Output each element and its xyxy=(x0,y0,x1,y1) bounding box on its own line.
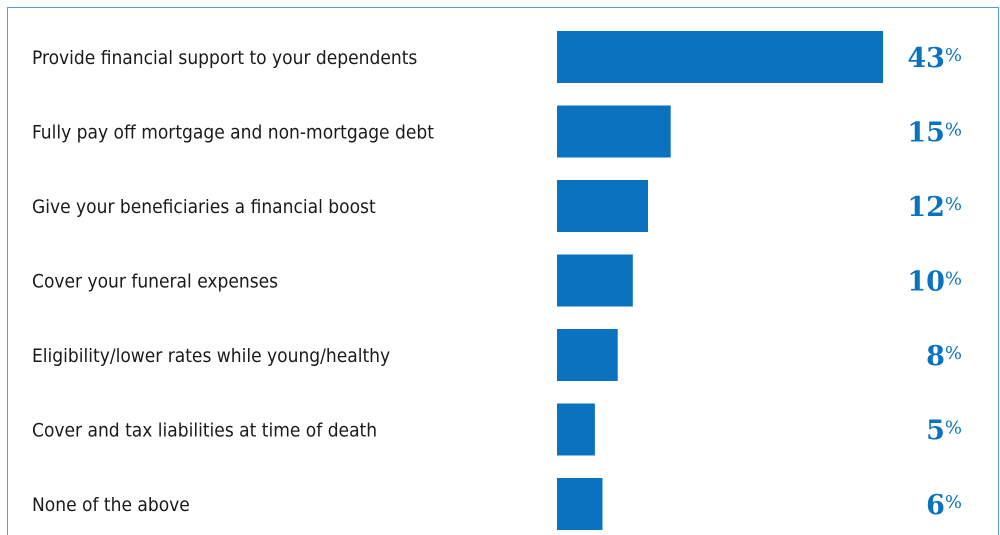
value-number: 5 xyxy=(926,416,945,447)
bar xyxy=(557,105,671,158)
bar xyxy=(557,329,618,381)
value-label: 5% xyxy=(926,416,962,447)
percent-sign: % xyxy=(945,418,962,439)
bar xyxy=(557,254,633,307)
percent-sign: % xyxy=(945,194,962,215)
bar xyxy=(557,31,883,83)
value-number: 12 xyxy=(907,192,945,223)
bars xyxy=(557,31,883,530)
value-number: 15 xyxy=(907,118,945,149)
value-label: 12% xyxy=(907,192,962,223)
value-number: 10 xyxy=(907,267,945,298)
category-label: Eligibility/lower rates while young/heal… xyxy=(32,345,390,367)
bar xyxy=(557,478,603,530)
bar xyxy=(557,180,648,232)
value-label: 15% xyxy=(907,118,962,149)
value-label: 43% xyxy=(907,43,962,74)
percent-sign: % xyxy=(945,492,962,513)
category-label: Cover and tax liabilities at time of dea… xyxy=(32,420,377,442)
value-number: 43 xyxy=(907,43,945,74)
percent-sign: % xyxy=(945,45,962,66)
category-labels: Provide financial support to your depend… xyxy=(32,47,434,516)
bar xyxy=(557,403,595,456)
category-label: None of the above xyxy=(32,494,190,516)
category-label: Fully pay off mortgage and non-mortgage … xyxy=(32,122,434,144)
value-label: 6% xyxy=(926,490,962,521)
chart-frame xyxy=(7,7,999,535)
category-label: Provide financial support to your depend… xyxy=(32,47,417,69)
value-number: 8 xyxy=(926,341,945,372)
percent-sign: % xyxy=(945,269,962,290)
percent-sign: % xyxy=(945,120,962,141)
percent-sign: % xyxy=(945,343,962,364)
value-number: 6 xyxy=(926,490,945,521)
value-labels: 43%15%12%10%8%5%6% xyxy=(907,43,962,521)
category-label: Give your beneficiaries a financial boos… xyxy=(32,196,376,218)
value-label: 10% xyxy=(907,267,962,298)
value-label: 8% xyxy=(926,341,962,372)
category-label: Cover your funeral expenses xyxy=(32,271,278,293)
